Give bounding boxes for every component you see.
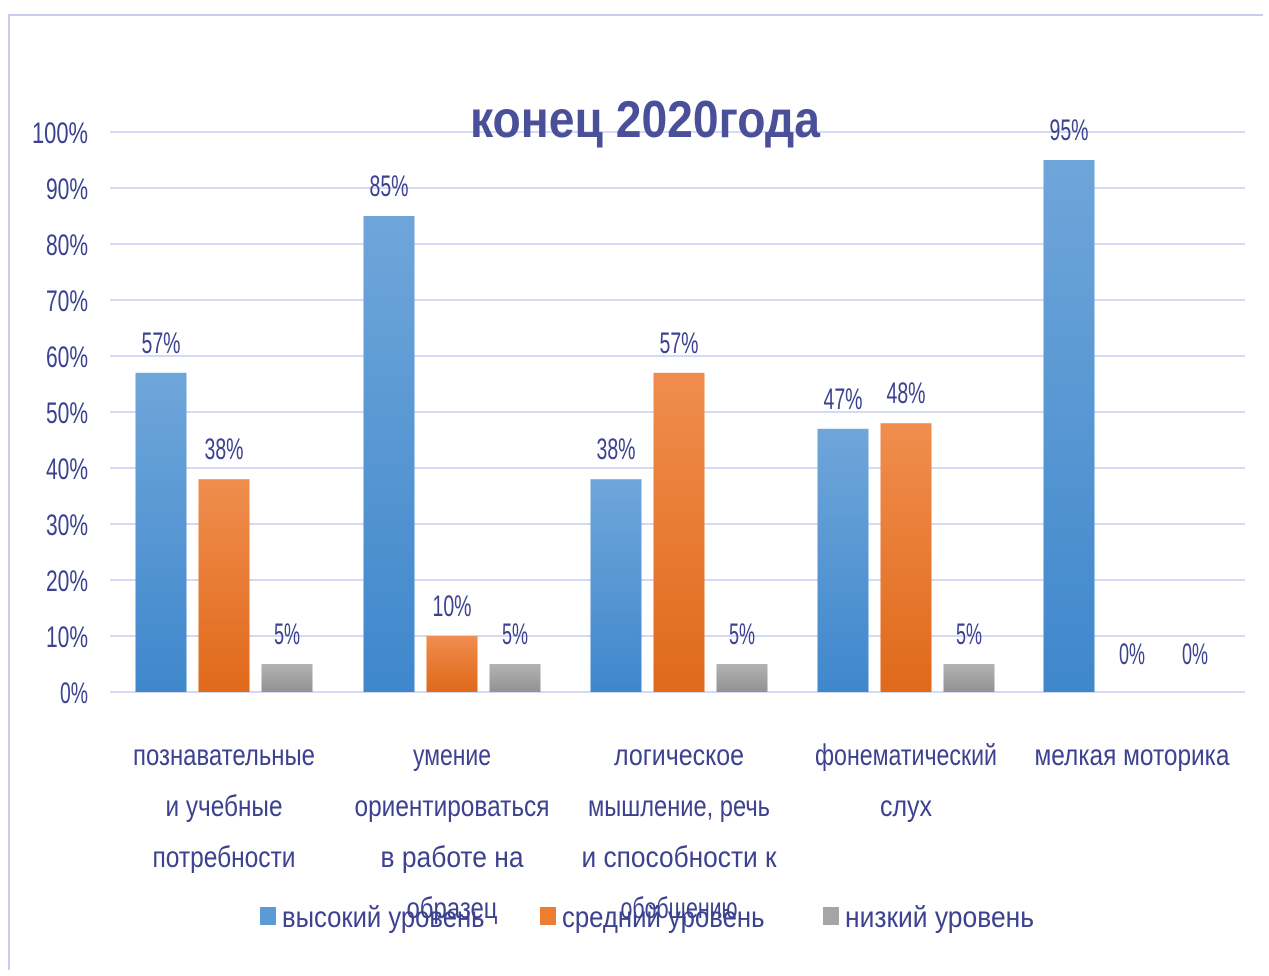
legend-low-swatch <box>823 907 839 925</box>
data-label: 38% <box>597 433 636 466</box>
data-label: 5% <box>502 618 528 651</box>
category-label: умение <box>413 739 491 772</box>
data-label: 5% <box>274 618 300 651</box>
data-label: 5% <box>956 618 982 651</box>
bar-high <box>135 372 187 692</box>
bar-low <box>261 664 313 692</box>
y-tick-label: 20% <box>46 565 88 598</box>
category-label: ориентироваться <box>355 790 550 823</box>
category-label: обобщению <box>621 892 738 925</box>
category-label: в работе на <box>381 841 524 874</box>
legend-medium-label: средний уровень <box>562 901 765 934</box>
category-label: фонематический <box>815 739 997 772</box>
category-label: и способности к <box>582 841 778 874</box>
data-label: 47% <box>824 383 863 416</box>
category-label: потребности <box>153 841 296 874</box>
bar-medium <box>880 423 932 692</box>
data-label: 57% <box>660 327 699 360</box>
category-label: образец <box>407 892 498 925</box>
data-label: 5% <box>729 618 755 651</box>
y-tick-label: 90% <box>46 173 88 206</box>
data-label: 57% <box>142 327 181 360</box>
y-tick-label: 70% <box>46 285 88 318</box>
legend-high-swatch <box>260 907 276 925</box>
bar-low <box>943 664 995 692</box>
y-tick-label: 100% <box>32 117 88 150</box>
y-tick-label: 0% <box>60 677 88 710</box>
bar-high <box>363 216 415 692</box>
category-label: мышление, речь <box>588 790 770 823</box>
bar-medium <box>653 372 705 692</box>
y-tick-label: 50% <box>46 397 88 430</box>
y-tick-label: 60% <box>46 341 88 374</box>
data-label: 38% <box>205 433 244 466</box>
legend-high-label: высокий уровень <box>282 901 485 934</box>
data-label: 48% <box>887 377 926 410</box>
category-label: логическое <box>614 739 744 772</box>
y-tick-label: 30% <box>46 509 88 542</box>
chart-title: конец 2020года <box>470 91 821 149</box>
data-label: 0% <box>1119 638 1145 671</box>
bar-low <box>716 664 768 692</box>
data-label: 85% <box>370 170 409 203</box>
category-label: и учебные <box>166 790 283 823</box>
category-label: познавательные <box>133 739 315 772</box>
chart-frame <box>8 14 1263 970</box>
category-label: слух <box>880 790 932 823</box>
bar-low <box>489 664 541 692</box>
y-tick-label: 40% <box>46 453 88 486</box>
y-tick-label: 80% <box>46 229 88 262</box>
y-tick-label: 10% <box>46 621 88 654</box>
data-label: 95% <box>1050 114 1089 147</box>
bar-high <box>590 479 642 692</box>
bar-high <box>1043 160 1095 692</box>
category-label: мелкая моторика <box>1035 739 1230 772</box>
legend-medium-swatch <box>540 907 556 925</box>
data-label: 0% <box>1182 638 1208 671</box>
legend-low-label: низкий уровень <box>845 901 1034 934</box>
bar-medium <box>426 636 478 692</box>
data-label: 10% <box>433 590 472 623</box>
bar-medium <box>198 479 250 692</box>
bar-high <box>817 428 869 692</box>
